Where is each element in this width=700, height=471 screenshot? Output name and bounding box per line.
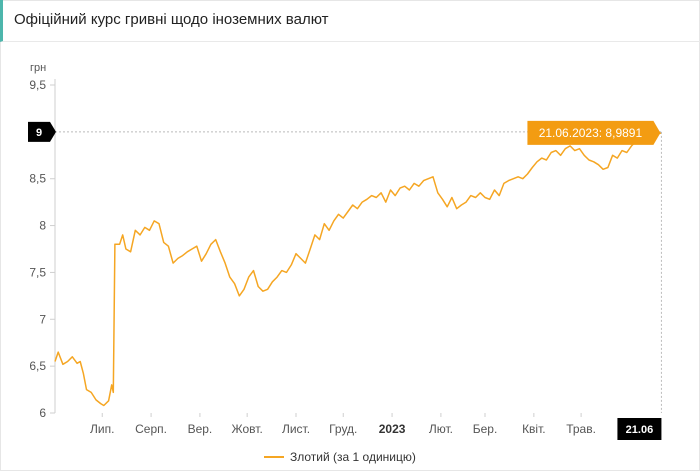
series-layer — [54, 132, 662, 407]
x-tick-label: Жовт. — [232, 422, 263, 436]
y-axis: грн 9,5 9 8,5 8 7,5 7 6,5 6 — [29, 62, 56, 420]
y-tick-label: 6 — [39, 406, 46, 420]
y-tick-label: 8 — [39, 219, 46, 233]
x-tick-label: Серп. — [135, 422, 167, 436]
y-tick-label: 7,5 — [29, 265, 46, 279]
x-tick-label: Груд. — [329, 422, 357, 436]
x-tick-label: Лип. — [90, 422, 114, 436]
tooltip-text: 21.06.2023: 8,9891 — [539, 126, 643, 140]
y-tick-label: 6,5 — [29, 359, 46, 373]
legend[interactable]: Злотий (за 1 одиницю) — [264, 450, 416, 464]
x-tick-label: 2023 — [379, 422, 406, 436]
y-crosshair-label: 9 — [36, 127, 42, 139]
x-crosshair-label: 21.06 — [626, 424, 654, 436]
x-tick-label: Лют. — [429, 422, 453, 436]
x-tick-label: Бер. — [473, 422, 498, 436]
legend-label[interactable]: Злотий (за 1 одиницю) — [290, 450, 416, 464]
x-tick-label: Лист. — [282, 422, 310, 436]
y-crosshair-badge — [28, 121, 56, 142]
x-tick-label: Вер. — [188, 422, 213, 436]
y-axis-unit: грн — [30, 62, 46, 74]
crosshair: 9 21.06 21.06.2023: 8,9891 — [28, 120, 663, 440]
x-crosshair-badge — [617, 418, 662, 440]
widget-header: Офіційний курс гривні щодо іноземних вал… — [0, 0, 700, 42]
x-tick-label: Квіт. — [522, 422, 546, 436]
x-axis: Лип. Серп. Вер. Жовт. Лист. Груд. 2023 Лют. Бер.… — [90, 413, 596, 436]
x-tick-label: Трав. — [566, 422, 596, 436]
series-line[interactable] — [54, 132, 662, 407]
widget-title: Офіційний курс гривні щодо іноземних вал… — [14, 11, 329, 28]
y-tick-label: 9,5 — [29, 78, 46, 92]
y-tick-label: 7 — [39, 312, 46, 326]
y-tick-label: 8,5 — [29, 172, 46, 186]
tooltip-box — [527, 120, 661, 145]
